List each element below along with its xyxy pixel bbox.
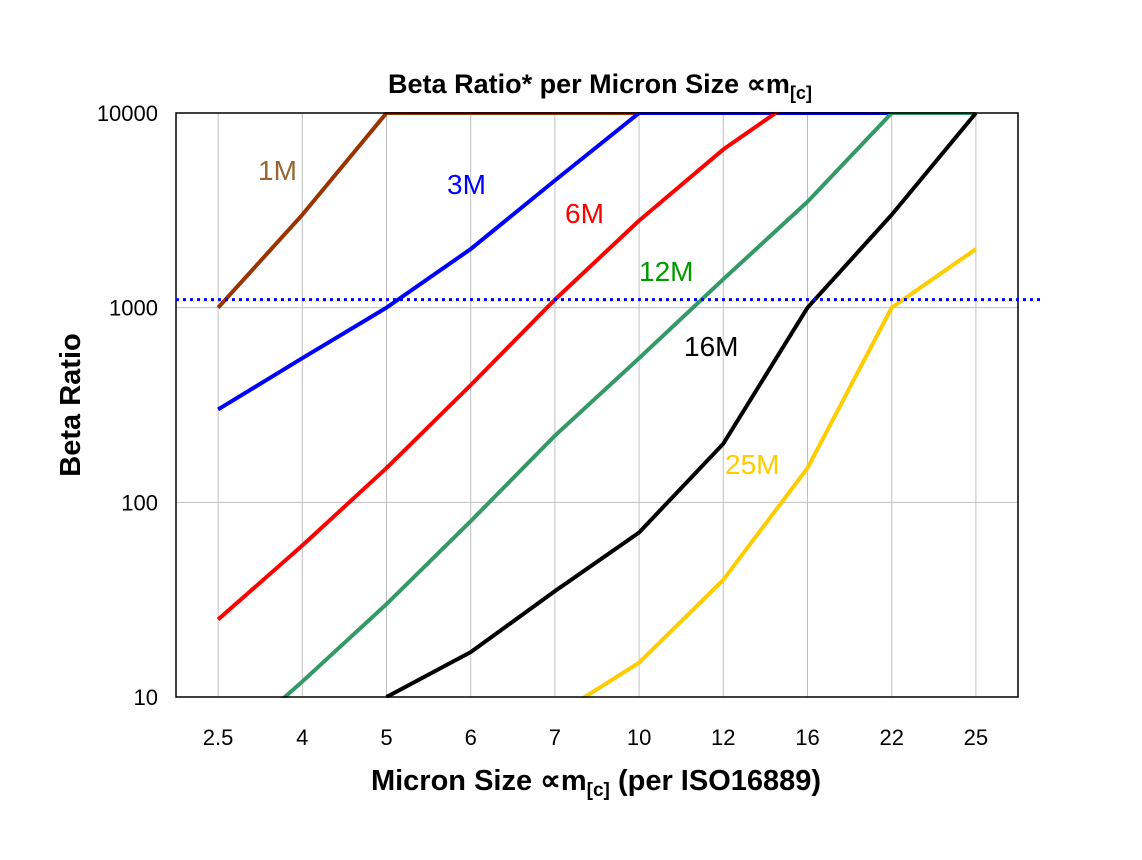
series-line-12M: [280, 112, 976, 698]
plot-frame: [175, 112, 1019, 698]
y-axis-label: Beta Ratio: [55, 333, 87, 476]
y-tick-label: 100: [121, 490, 158, 515]
plot-area: [176, 113, 1018, 697]
x-tick-label: 4: [296, 725, 308, 750]
x-tick-label: 2.5: [203, 725, 234, 750]
series-line-25M: [579, 247, 978, 698]
x-tick-label: 16: [795, 725, 819, 750]
x-tick-label: 25: [964, 725, 988, 750]
y-tick-label: 1000: [109, 296, 158, 321]
series-line-16M: [385, 112, 978, 698]
y-tick-label: 10: [134, 685, 158, 710]
series-label: 12M: [639, 256, 693, 287]
series-label: 1M: [258, 155, 297, 186]
series-line-6M: [216, 112, 781, 622]
x-tick-label: 22: [879, 725, 903, 750]
x-tick-label: 12: [711, 725, 735, 750]
series-label: 3M: [447, 169, 486, 200]
y-tick-labels: 10 100 1000 10000: [97, 101, 158, 710]
series-label: 25M: [725, 449, 779, 480]
x-tick-label: 7: [549, 725, 561, 750]
x-tick-label: 6: [465, 725, 477, 750]
chart-title: Beta Ratio* per Micron Size ∝m[c]: [388, 69, 812, 103]
x-tick-label: 10: [627, 725, 651, 750]
x-axis-label: Micron Size ∝m[c] (per ISO16889): [371, 765, 821, 801]
series-label: 16M: [684, 331, 738, 362]
series-labels: 1M 3M 6M 12M 16M 25M: [258, 155, 779, 480]
series-label: 6M: [565, 198, 604, 229]
x-tick-labels: 2.5 4 5 6 7 10 12 16 22 25: [203, 725, 988, 750]
y-tick-label: 10000: [97, 101, 158, 126]
x-tick-label: 5: [380, 725, 392, 750]
